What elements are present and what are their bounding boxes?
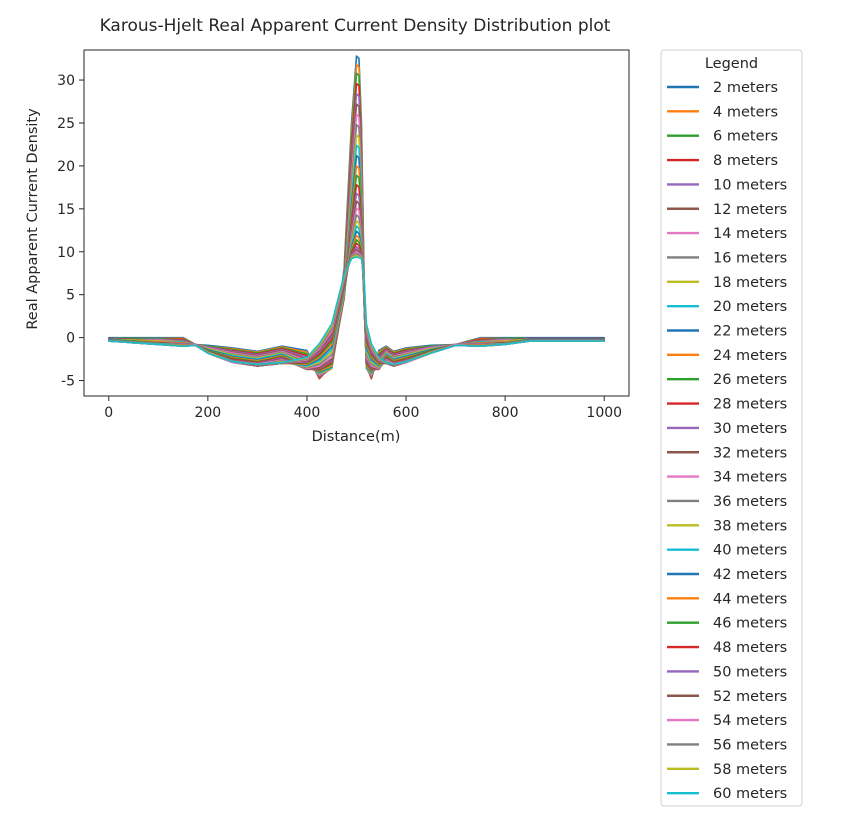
x-axis-label: Distance(m) <box>312 429 401 445</box>
chart-title: Karous-Hjelt Real Apparent Current Densi… <box>100 16 611 36</box>
legend-label: 40 meters <box>713 543 787 559</box>
legend-label: 46 meters <box>713 616 787 632</box>
y-tick-label: 0 <box>66 331 75 347</box>
series-line-30 <box>107 256 606 366</box>
y-tick-label: 30 <box>57 73 75 89</box>
series-lines <box>107 55 606 380</box>
legend-label: 38 meters <box>713 518 787 534</box>
y-tick-label: 20 <box>57 159 75 175</box>
legend: Legend 2 meters 4 meters 6 meters 8 meters 1… <box>660 49 803 807</box>
legend-label: 56 meters <box>713 737 787 753</box>
legend-label: 16 meters <box>713 250 787 266</box>
x-tick-label: 0 <box>104 405 113 421</box>
legend-label: 18 meters <box>713 275 787 291</box>
plot-frame <box>83 49 630 397</box>
x-tick-label: 400 <box>294 405 321 421</box>
legend-label: 52 meters <box>713 689 787 705</box>
legend-label: 22 meters <box>713 324 787 340</box>
legend-label: 32 meters <box>713 445 787 461</box>
y-tick-label: 25 <box>57 116 75 132</box>
legend-title: Legend <box>705 56 758 72</box>
legend-label: 10 meters <box>713 177 787 193</box>
legend-label: 26 meters <box>713 372 787 388</box>
legend-label: 14 meters <box>713 226 787 242</box>
y-tick-label: 10 <box>57 245 75 261</box>
y-axis-label: Real Apparent Current Density <box>25 108 41 330</box>
legend-entries: 2 meters 4 meters 6 meters 8 meters 10 meter… <box>667 80 787 802</box>
legend-label: 58 meters <box>713 762 787 778</box>
legend-label: 24 meters <box>713 348 787 364</box>
plot-area <box>83 49 630 397</box>
legend-label: 44 meters <box>713 591 787 607</box>
x-tick-label: 200 <box>194 405 221 421</box>
legend-label: 36 meters <box>713 494 787 510</box>
x-tick-label: 600 <box>393 405 420 421</box>
legend-label: 50 meters <box>713 664 787 680</box>
y-tick-label: -5 <box>61 374 75 390</box>
legend-label: 48 meters <box>713 640 787 656</box>
x-axis-ticks: 0 200 400 600 800 1000 <box>104 396 622 421</box>
legend-label: 42 meters <box>713 567 787 583</box>
legend-label: 60 meters <box>713 786 787 802</box>
x-tick-label: 1000 <box>586 405 622 421</box>
legend-label: 30 meters <box>713 421 787 437</box>
y-axis-ticks: -5 0 5 10 15 20 25 30 <box>57 73 84 390</box>
legend-label: 12 meters <box>713 202 787 218</box>
legend-label: 34 meters <box>713 470 787 486</box>
y-tick-label: 5 <box>66 288 75 304</box>
legend-box <box>660 49 803 807</box>
legend-label: 6 meters <box>713 129 778 145</box>
legend-label: 2 meters <box>713 80 778 96</box>
x-tick-label: 800 <box>492 405 519 421</box>
legend-label: 28 meters <box>713 397 787 413</box>
legend-label: 8 meters <box>713 153 778 169</box>
y-tick-label: 15 <box>57 202 75 218</box>
legend-label: 20 meters <box>713 299 787 315</box>
legend-label: 54 meters <box>713 713 787 729</box>
legend-label: 4 meters <box>713 104 778 120</box>
